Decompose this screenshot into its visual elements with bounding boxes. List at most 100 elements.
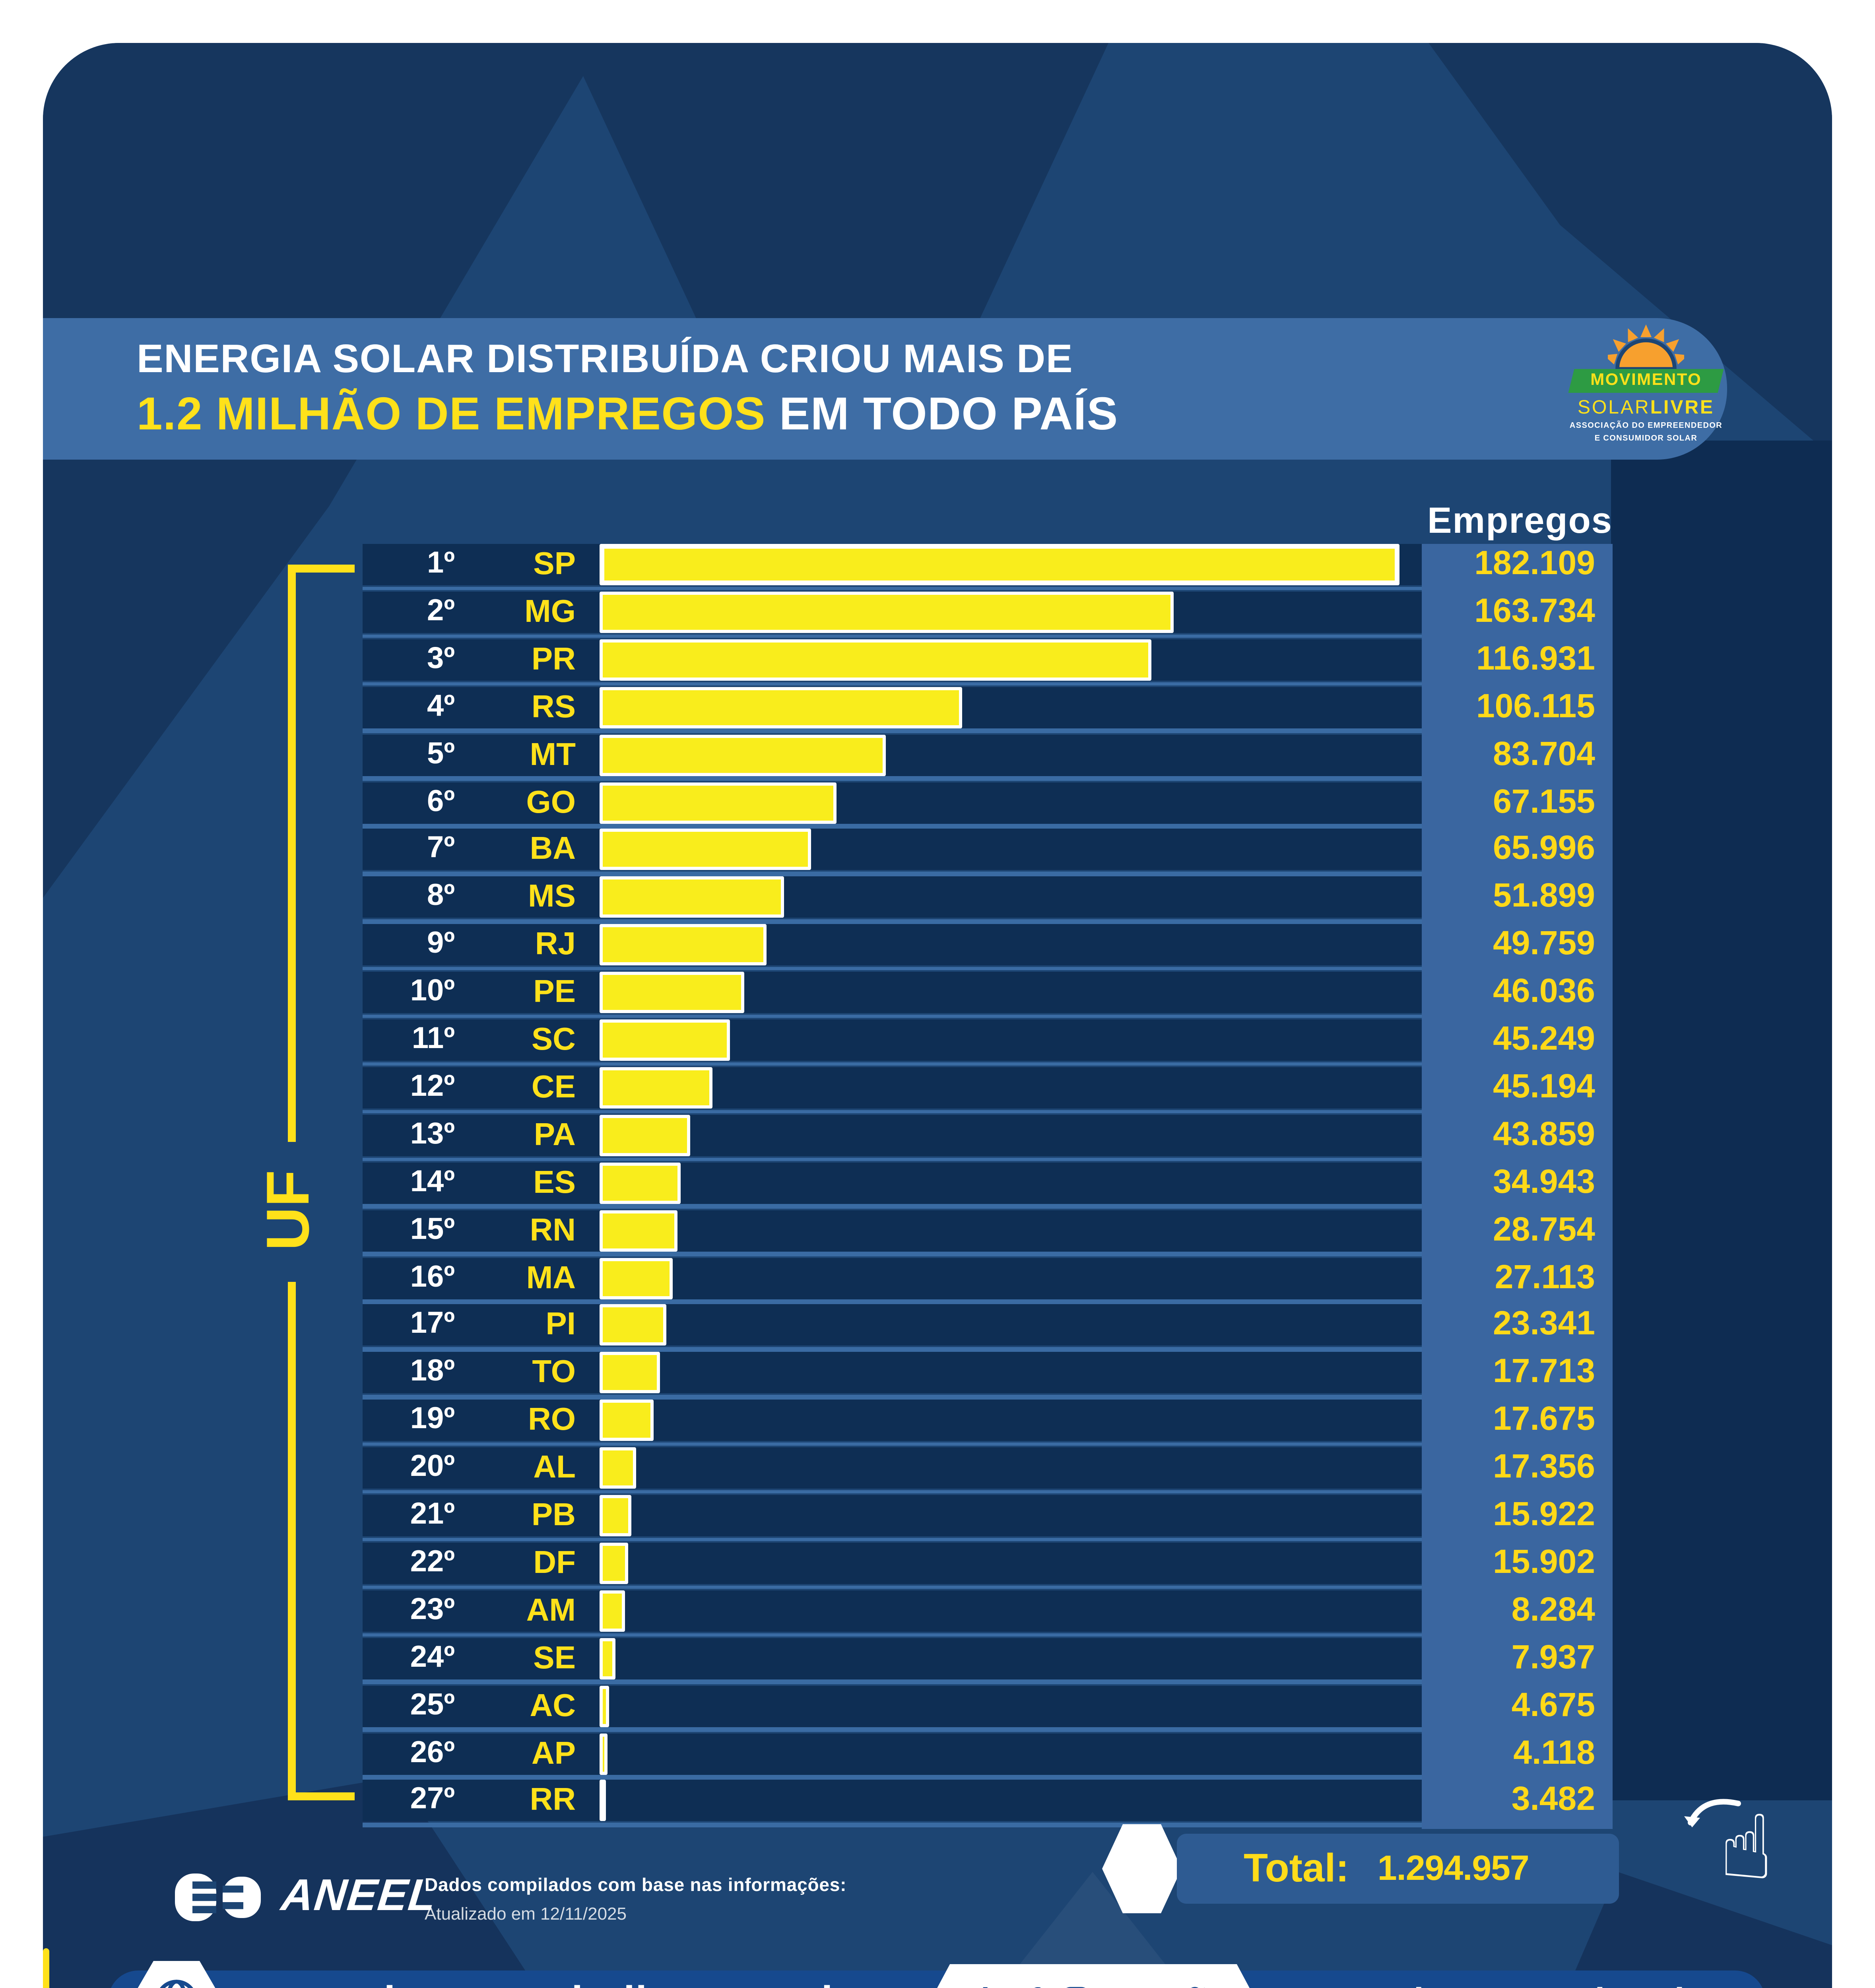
row-track bbox=[363, 1780, 1422, 1822]
value-bar bbox=[600, 1067, 712, 1109]
state-label: MG bbox=[524, 594, 576, 630]
rank-label: 5º bbox=[427, 737, 455, 771]
value-label: 45.194 bbox=[1493, 1068, 1595, 1105]
axis-bracket-cap bbox=[288, 1792, 355, 1800]
value-bar bbox=[600, 1352, 660, 1394]
value-label: 17.356 bbox=[1493, 1449, 1595, 1486]
pointing-hand-glyph: ☝ bbox=[1719, 1797, 1774, 1901]
table-row: 12º CE 45.194 bbox=[363, 1067, 1614, 1109]
rank-label: 27º bbox=[410, 1783, 455, 1817]
logo-tagline: ASSOCIAÇÃO DO EMPREENDEDOR E CONSUMIDOR S… bbox=[1569, 421, 1723, 443]
table-row: 5º MT 83.704 bbox=[363, 734, 1614, 776]
row-track bbox=[363, 1400, 1422, 1441]
row-track bbox=[363, 1305, 1422, 1346]
value-label: 23.341 bbox=[1493, 1306, 1595, 1343]
value-bar bbox=[600, 1447, 636, 1489]
rank-label: 15º bbox=[410, 1213, 455, 1246]
table-row: 20º AL 17.356 bbox=[363, 1447, 1614, 1489]
website-link[interactable]: movimentosolarlivre.com.br bbox=[297, 1971, 864, 1988]
instagram-icon[interactable] bbox=[1061, 1986, 1091, 1988]
row-separator bbox=[363, 1062, 1422, 1066]
row-track bbox=[363, 1637, 1422, 1679]
row-track bbox=[363, 782, 1422, 823]
row-track bbox=[363, 1590, 1422, 1632]
rank-label: 17º bbox=[410, 1308, 455, 1342]
state-label: AL bbox=[533, 1450, 576, 1486]
table-row: 10º PE 46.036 bbox=[363, 972, 1614, 1013]
aneel-logo-icon bbox=[175, 1873, 261, 1921]
state-label: RO bbox=[528, 1403, 576, 1438]
state-label: GO bbox=[526, 785, 576, 820]
value-bar bbox=[600, 1162, 681, 1204]
value-label: 8.284 bbox=[1511, 1592, 1595, 1629]
rank-label: 7º bbox=[427, 832, 455, 866]
row-separator bbox=[363, 1775, 1422, 1779]
row-separator bbox=[363, 1633, 1422, 1637]
value-label: 182.109 bbox=[1474, 546, 1595, 582]
row-separator bbox=[363, 586, 1422, 590]
row-separator bbox=[363, 824, 1422, 828]
value-label: 34.943 bbox=[1493, 1163, 1595, 1200]
row-track bbox=[363, 1352, 1422, 1394]
row-separator bbox=[363, 634, 1422, 638]
row-separator bbox=[363, 1680, 1422, 1684]
value-bar bbox=[600, 639, 1151, 681]
value-label: 15.922 bbox=[1493, 1497, 1595, 1533]
state-label: RN bbox=[530, 1213, 576, 1248]
value-label: 43.859 bbox=[1493, 1116, 1595, 1153]
row-separator bbox=[363, 1728, 1422, 1732]
bar-chart: 1º SP 182.109 2º MG 163.734 3º PR 116.931 4º RS 106… bbox=[363, 544, 1614, 1829]
background-shape bbox=[568, 43, 1108, 321]
table-row: 15º RN 28.754 bbox=[363, 1209, 1614, 1251]
row-separator bbox=[363, 1299, 1422, 1304]
axis-label-uf: UF bbox=[256, 1170, 323, 1251]
rank-label: 19º bbox=[410, 1403, 455, 1437]
table-row: 23º AM 8.284 bbox=[363, 1590, 1614, 1632]
table-row: 27º RR 3.482 bbox=[363, 1780, 1614, 1822]
table-row: 2º MG 163.734 bbox=[363, 591, 1614, 633]
value-bar bbox=[600, 782, 837, 823]
rank-label: 18º bbox=[410, 1355, 455, 1389]
row-separator bbox=[363, 872, 1422, 876]
table-row: 11º SC 45.249 bbox=[363, 1019, 1614, 1061]
state-label: DF bbox=[533, 1545, 576, 1581]
row-separator bbox=[363, 1490, 1422, 1494]
value-bar bbox=[600, 1495, 631, 1536]
state-label: AM bbox=[526, 1593, 576, 1629]
table-row: 21º PB 15.922 bbox=[363, 1495, 1614, 1536]
value-label: 4.118 bbox=[1513, 1734, 1595, 1771]
twitter-icon[interactable] bbox=[1171, 1986, 1206, 1988]
row-track bbox=[363, 1209, 1422, 1251]
row-separator bbox=[363, 1442, 1422, 1446]
value-bar bbox=[600, 591, 1174, 633]
row-track bbox=[363, 734, 1422, 776]
value-bar bbox=[600, 1590, 625, 1632]
value-bar bbox=[600, 1637, 615, 1679]
source-text: Dados compilados com base nas informaçõe… bbox=[425, 1877, 847, 1896]
value-label: 49.759 bbox=[1493, 926, 1595, 963]
facebook-icon[interactable]: f bbox=[1030, 1985, 1040, 1988]
rank-label: 1º bbox=[427, 547, 455, 580]
state-label: RJ bbox=[535, 927, 576, 963]
row-track bbox=[363, 1685, 1422, 1727]
rank-label: 9º bbox=[427, 927, 455, 961]
rank-label: 11º bbox=[411, 1023, 455, 1056]
value-label: 83.704 bbox=[1493, 736, 1595, 773]
row-separator bbox=[363, 1014, 1422, 1019]
table-row: 4º RS 106.115 bbox=[363, 686, 1614, 728]
value-label: 17.713 bbox=[1493, 1354, 1595, 1391]
state-label: AC bbox=[530, 1688, 576, 1724]
value-bar bbox=[600, 829, 811, 871]
rank-label: 20º bbox=[410, 1450, 455, 1484]
rank-label: 10º bbox=[410, 975, 455, 1009]
value-bar bbox=[600, 1257, 673, 1299]
table-row: 26º AP 4.118 bbox=[363, 1733, 1614, 1774]
rank-label: 8º bbox=[427, 880, 455, 914]
rank-label: 2º bbox=[427, 594, 455, 628]
state-label: RR bbox=[530, 1783, 576, 1819]
sun-icon bbox=[1608, 324, 1684, 369]
row-track bbox=[363, 1019, 1422, 1061]
linkedin-icon[interactable]: in bbox=[981, 1985, 1009, 1988]
title-rest: EM TODO PAÍS bbox=[766, 389, 1118, 440]
